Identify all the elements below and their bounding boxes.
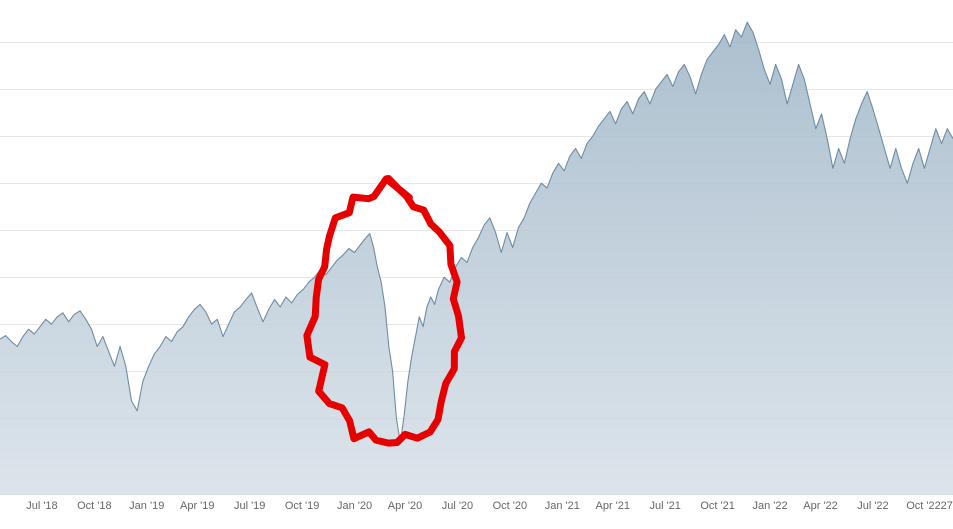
series-area	[0, 0, 953, 495]
x-tick-label: Jan '20	[337, 500, 372, 512]
x-tick-label: Oct '19	[285, 500, 320, 512]
x-tick-label: Apr '21	[596, 500, 631, 512]
x-tick-label: Oct '21	[700, 500, 735, 512]
x-tick-label: Jul '20	[442, 500, 473, 512]
x-tick-label: Jul '21	[649, 500, 680, 512]
x-tick-label: Jul '18	[26, 500, 57, 512]
x-tick-label: Jan '19	[129, 500, 164, 512]
x-tick-label: Jul '22	[857, 500, 888, 512]
plot-area	[0, 0, 953, 495]
x-tick-label: Jan '22	[752, 500, 787, 512]
x-axis: Jul '18 Oct '18 Jan '19 Apr '19 Jul '19 Oct '…	[0, 500, 953, 529]
x-tick-label: Oct '22	[906, 500, 941, 512]
x-tick-label: Apr '22	[803, 500, 838, 512]
x-tick-label: Oct '18	[77, 500, 112, 512]
x-tick-label: 27	[941, 500, 953, 512]
x-tick-label: Apr '20	[388, 500, 423, 512]
x-tick-label: Oct '20	[493, 500, 528, 512]
area-chart: Jul '18 Oct '18 Jan '19 Apr '19 Jul '19 Oct '…	[0, 0, 953, 529]
x-tick-label: Jul '19	[234, 500, 265, 512]
x-tick-label: Apr '19	[180, 500, 215, 512]
x-tick-label: Jan '21	[545, 500, 580, 512]
